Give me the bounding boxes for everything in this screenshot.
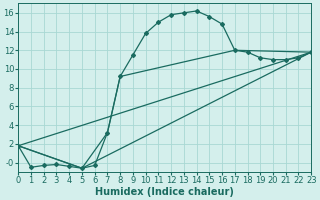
X-axis label: Humidex (Indice chaleur): Humidex (Indice chaleur) [95,187,234,197]
